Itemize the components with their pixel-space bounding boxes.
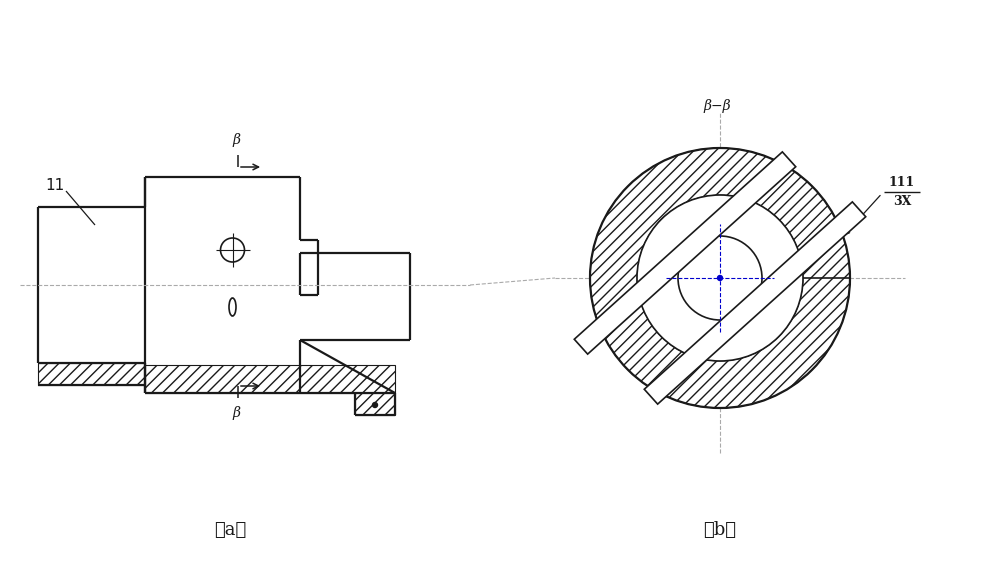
Circle shape [220, 238, 244, 262]
Text: （a）: （a） [214, 521, 246, 539]
Text: 111: 111 [889, 176, 915, 189]
Text: （b）: （b） [704, 521, 736, 539]
Polygon shape [574, 152, 796, 354]
Circle shape [372, 402, 378, 407]
Bar [38, 363, 145, 385]
Bar [355, 393, 395, 415]
Polygon shape [590, 148, 850, 408]
Text: 3X: 3X [893, 196, 911, 209]
Circle shape [678, 236, 762, 320]
Text: β: β [232, 133, 240, 147]
Text: β−β: β−β [703, 99, 731, 113]
Text: β: β [232, 406, 240, 420]
Ellipse shape [229, 298, 236, 316]
Text: 11: 11 [45, 178, 65, 193]
Circle shape [718, 275, 722, 280]
Circle shape [637, 195, 803, 361]
Polygon shape [644, 202, 866, 404]
Bar [145, 365, 395, 393]
